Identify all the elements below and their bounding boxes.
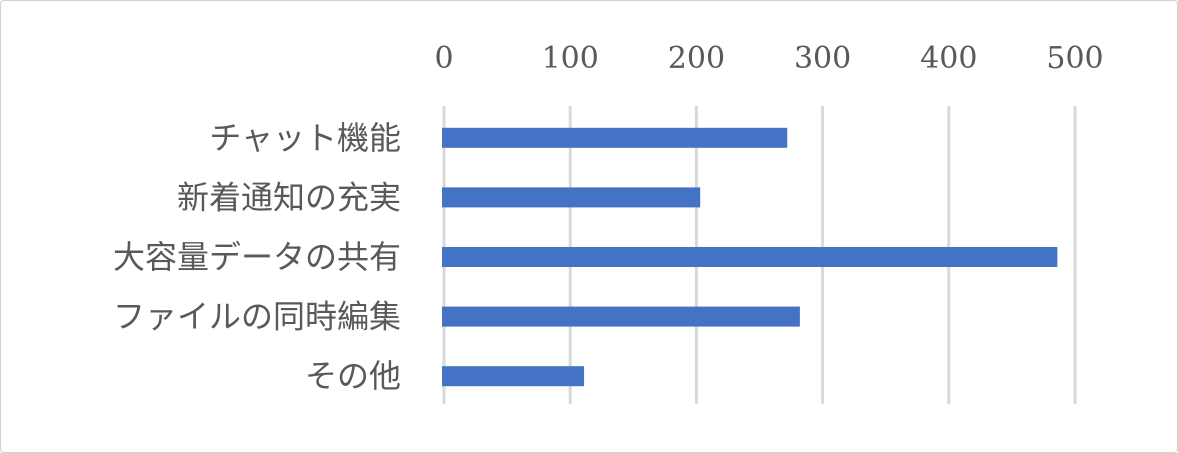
category-label: チャット機能 [209, 119, 401, 157]
bar [442, 366, 585, 387]
x-tick-label: 300 [794, 41, 851, 76]
x-tick-label: 400 [920, 41, 977, 76]
x-tick-label: 0 [434, 41, 453, 76]
category-label: 大容量データの共有 [113, 238, 401, 276]
bar [442, 306, 800, 327]
x-tick-label: 200 [668, 41, 725, 76]
bar [442, 247, 1058, 267]
x-tick-label: 500 [1046, 41, 1103, 76]
bar [442, 187, 701, 208]
bar [442, 127, 788, 148]
category-label: ファイルの同時編集 [113, 298, 401, 336]
x-tick-label: 100 [542, 41, 599, 76]
category-label: 新着通知の充実 [177, 178, 401, 216]
category-label: その他 [305, 357, 401, 395]
